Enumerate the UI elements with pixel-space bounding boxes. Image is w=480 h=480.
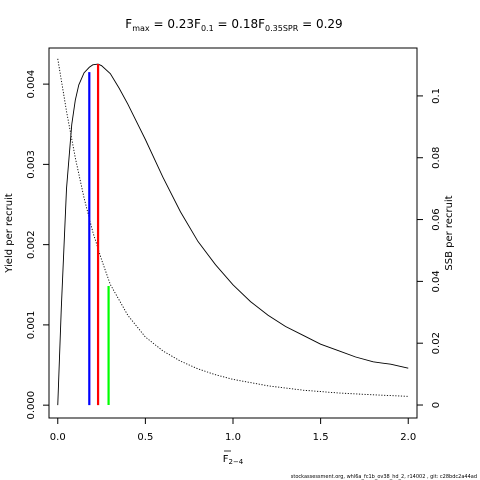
yield-per-recruit-line bbox=[57, 63, 409, 406]
y-axis-right-title: SSB per recruit bbox=[444, 195, 455, 270]
title-fspr-value: = 0.29 bbox=[298, 17, 342, 31]
y-left-tick-label: 0.000 bbox=[26, 391, 37, 420]
title-f01-sub: 0.1 bbox=[201, 24, 214, 33]
x-axis-title: F2−4 bbox=[223, 454, 244, 466]
y-axis-left-title: Yield per recruit bbox=[4, 193, 15, 274]
x-tick-label: 1.0 bbox=[225, 432, 241, 443]
title-fspr-sub: 0.35SPR bbox=[265, 24, 299, 33]
title-f01-value: = 0.18 bbox=[214, 17, 258, 31]
plot-area bbox=[57, 58, 409, 406]
title-fmax-sub: max bbox=[132, 24, 150, 33]
axes: 0.0 0.5 1.0 1.5 2.0 0.000 0.001 0.002 0.003 0.004… bbox=[26, 70, 442, 443]
y-right-tick-label: 0.1 bbox=[431, 88, 442, 104]
title-fspr-main: F bbox=[258, 17, 265, 31]
y-right-tick-label: 0.04 bbox=[431, 270, 442, 292]
chart-title: Fmax = 0.23F0.1 = 0.18F0.35SPR = 0.29 bbox=[125, 17, 342, 33]
footnote: stockassessment.org, whl6a_fc1b_ov38_hd_… bbox=[291, 474, 477, 480]
x-tick-label: 2.0 bbox=[400, 432, 416, 443]
y-left-tick-label: 0.002 bbox=[26, 230, 37, 259]
y-right-tick-label: 0 bbox=[431, 402, 442, 408]
title-fmax-value: = 0.23 bbox=[150, 17, 194, 31]
y-right-tick-label: 0.06 bbox=[431, 208, 442, 230]
title-f01-main: F bbox=[194, 17, 201, 31]
ssb-per-recruit-line bbox=[57, 58, 409, 397]
x-tick-label: 1.5 bbox=[313, 432, 329, 443]
x-tick-label: 0.5 bbox=[137, 432, 153, 443]
title-fmax-main: F bbox=[125, 17, 132, 31]
x-tick-label: 0.0 bbox=[50, 432, 66, 443]
x-axis-title-sub: 2−4 bbox=[228, 458, 243, 466]
x-axis-title-main: F bbox=[223, 454, 229, 465]
y-right-tick-label: 0.08 bbox=[431, 147, 442, 169]
y-left-tick-label: 0.004 bbox=[26, 70, 37, 99]
y-left-tick-label: 0.003 bbox=[26, 150, 37, 179]
y-left-tick-label: 0.001 bbox=[26, 311, 37, 340]
y-right-tick-label: 0.02 bbox=[431, 332, 442, 354]
